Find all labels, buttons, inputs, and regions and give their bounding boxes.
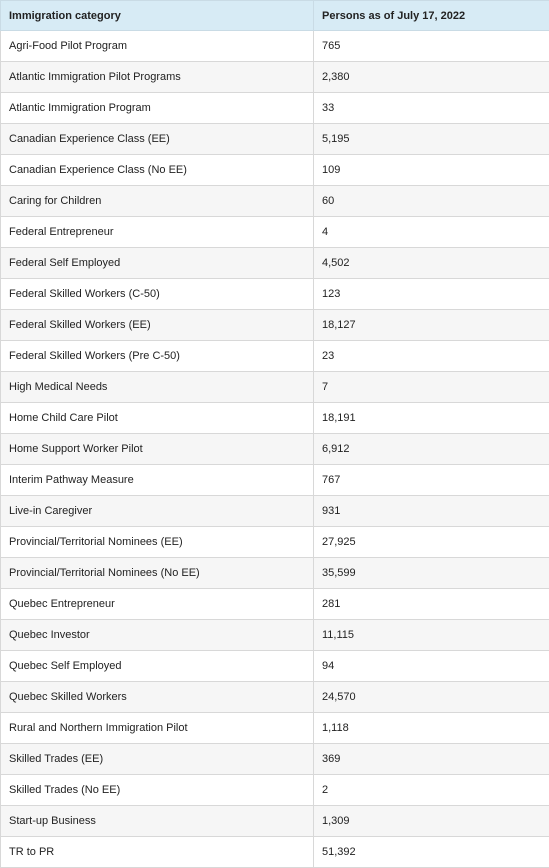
category-cell: Home Support Worker Pilot: [1, 434, 314, 465]
category-cell: Quebec Investor: [1, 620, 314, 651]
persons-cell: 5,195: [314, 124, 549, 155]
persons-cell: 109: [314, 155, 549, 186]
persons-cell: 931: [314, 496, 549, 527]
persons-cell: 27,925: [314, 527, 549, 558]
persons-cell: 18,191: [314, 403, 549, 434]
persons-cell: 767: [314, 465, 549, 496]
category-cell: Atlantic Immigration Program: [1, 93, 314, 124]
table-row: Canadian Experience Class (EE)5,195: [1, 124, 549, 155]
category-cell: Federal Skilled Workers (EE): [1, 310, 314, 341]
persons-cell: 33: [314, 93, 549, 124]
category-cell: Agri-Food Pilot Program: [1, 31, 314, 62]
persons-cell: 1,309: [314, 806, 549, 837]
persons-cell: 51,392: [314, 837, 549, 868]
category-cell: High Medical Needs: [1, 372, 314, 403]
persons-cell: 7: [314, 372, 549, 403]
category-cell: Caring for Children: [1, 186, 314, 217]
category-cell: Provincial/Territorial Nominees (EE): [1, 527, 314, 558]
persons-cell: 281: [314, 589, 549, 620]
column-header-persons: Persons as of July 17, 2022: [314, 1, 549, 31]
table-row: Federal Skilled Workers (EE)18,127: [1, 310, 549, 341]
persons-cell: 765: [314, 31, 549, 62]
table-row: Skilled Trades (EE)369: [1, 744, 549, 775]
category-cell: Canadian Experience Class (No EE): [1, 155, 314, 186]
table-row: Federal Skilled Workers (Pre C-50)23: [1, 341, 549, 372]
persons-cell: 94: [314, 651, 549, 682]
category-cell: Interim Pathway Measure: [1, 465, 314, 496]
category-cell: TR to PR: [1, 837, 314, 868]
table-row: Provincial/Territorial Nominees (No EE)3…: [1, 558, 549, 589]
category-cell: Skilled Trades (No EE): [1, 775, 314, 806]
category-cell: Federal Skilled Workers (Pre C-50): [1, 341, 314, 372]
persons-cell: 6,912: [314, 434, 549, 465]
category-cell: Federal Skilled Workers (C-50): [1, 279, 314, 310]
category-cell: Rural and Northern Immigration Pilot: [1, 713, 314, 744]
table-row: Provincial/Territorial Nominees (EE)27,9…: [1, 527, 549, 558]
persons-cell: 35,599: [314, 558, 549, 589]
persons-cell: 123: [314, 279, 549, 310]
category-cell: Live-in Caregiver: [1, 496, 314, 527]
persons-cell: 18,127: [314, 310, 549, 341]
table-header: Immigration category Persons as of July …: [1, 1, 549, 31]
category-cell: Start-up Business: [1, 806, 314, 837]
category-cell: Canadian Experience Class (EE): [1, 124, 314, 155]
persons-cell: 24,570: [314, 682, 549, 713]
persons-cell: 369: [314, 744, 549, 775]
table-row: Canadian Experience Class (No EE)109: [1, 155, 549, 186]
category-cell: Federal Entrepreneur: [1, 217, 314, 248]
persons-cell: 23: [314, 341, 549, 372]
persons-cell: 4: [314, 217, 549, 248]
persons-cell: 2: [314, 775, 549, 806]
category-cell: Home Child Care Pilot: [1, 403, 314, 434]
persons-cell: 2,380: [314, 62, 549, 93]
category-cell: Quebec Skilled Workers: [1, 682, 314, 713]
category-cell: Skilled Trades (EE): [1, 744, 314, 775]
persons-cell: 11,115: [314, 620, 549, 651]
persons-cell: 1,118: [314, 713, 549, 744]
persons-cell: 60: [314, 186, 549, 217]
table-row: Federal Skilled Workers (C-50)123: [1, 279, 549, 310]
column-header-category: Immigration category: [1, 1, 314, 31]
persons-cell: 4,502: [314, 248, 549, 279]
header-row: Immigration category Persons as of July …: [1, 1, 549, 31]
category-cell: Atlantic Immigration Pilot Programs: [1, 62, 314, 93]
category-cell: Federal Self Employed: [1, 248, 314, 279]
category-cell: Quebec Entrepreneur: [1, 589, 314, 620]
table-row: Skilled Trades (No EE)2: [1, 775, 549, 806]
category-cell: Quebec Self Employed: [1, 651, 314, 682]
category-cell: Provincial/Territorial Nominees (No EE): [1, 558, 314, 589]
